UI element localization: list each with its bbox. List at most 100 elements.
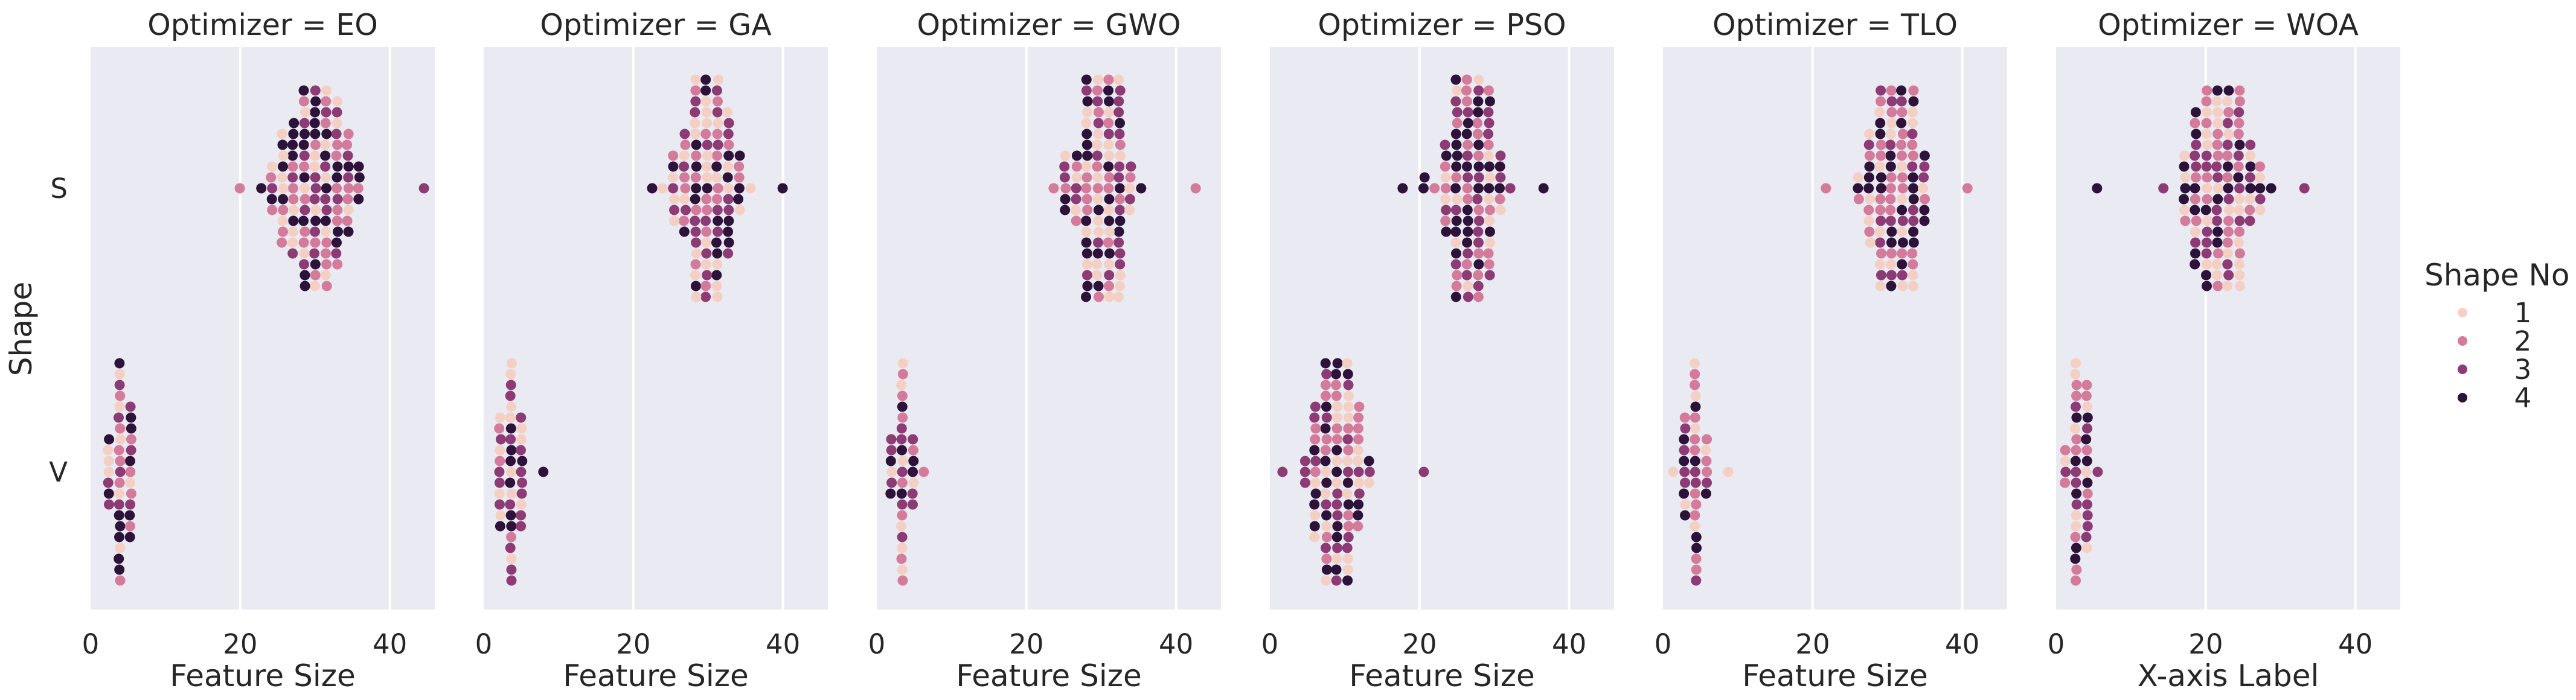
data-point-s xyxy=(1853,183,1863,194)
data-point-s xyxy=(1908,259,1918,270)
data-point-s xyxy=(2202,172,2212,183)
data-point-v xyxy=(2070,423,2080,434)
panel-title: Optimizer = PSO xyxy=(1318,8,1566,42)
data-point-s xyxy=(1484,259,1495,270)
data-point-v xyxy=(1690,488,1700,499)
data-point-s xyxy=(1907,118,1918,129)
data-point-s xyxy=(277,129,287,139)
data-point-s xyxy=(1451,139,1462,150)
data-point-v xyxy=(494,423,505,434)
data-point-v xyxy=(538,466,549,477)
data-point-s xyxy=(1864,150,1875,161)
data-point-v xyxy=(1679,466,1690,477)
data-point-s xyxy=(1103,205,1114,215)
x-axis-label: Feature Size xyxy=(1349,658,1534,693)
data-point-s xyxy=(712,150,722,161)
data-point-s xyxy=(668,150,679,161)
data-point-s xyxy=(2212,150,2223,161)
data-point-v xyxy=(495,445,505,456)
data-point-v xyxy=(2070,369,2081,380)
data-point-s xyxy=(1495,161,1505,172)
data-point-s xyxy=(2212,237,2223,248)
data-point-s xyxy=(1473,226,1484,237)
data-point-s xyxy=(1885,139,1896,150)
data-point-s xyxy=(702,183,713,194)
data-point-s xyxy=(723,215,734,226)
data-point-v xyxy=(126,434,136,445)
data-point-s xyxy=(2212,139,2223,150)
data-point-v xyxy=(1679,412,1690,423)
data-point-s xyxy=(1463,107,1473,118)
data-point-v xyxy=(114,369,125,380)
x-axis-label: Feature Size xyxy=(1742,658,1927,693)
data-point-s xyxy=(2201,150,2212,161)
data-point-s xyxy=(266,194,277,205)
data-point-s xyxy=(734,183,745,194)
data-point-s xyxy=(1452,194,1463,205)
data-point-v xyxy=(115,456,126,466)
x-tick-label: 40 xyxy=(2338,628,2373,660)
data-point-s xyxy=(1874,161,1885,172)
data-point-s xyxy=(723,129,734,139)
data-point-v xyxy=(1310,423,1321,434)
data-point-v xyxy=(1690,510,1700,521)
data-point-s xyxy=(713,215,723,226)
data-point-s xyxy=(2190,107,2201,118)
data-point-s xyxy=(1451,161,1462,172)
data-point-s xyxy=(723,118,734,129)
data-point-s xyxy=(2179,194,2189,205)
data-point-v xyxy=(1690,521,1700,532)
data-point-s xyxy=(712,85,722,96)
data-point-v xyxy=(1309,532,1320,542)
data-point-s xyxy=(332,172,342,183)
data-point-s xyxy=(1124,205,1135,215)
data-point-v xyxy=(1331,412,1342,423)
data-point-s xyxy=(745,183,756,194)
data-point-v xyxy=(1310,477,1321,488)
data-point-v xyxy=(2082,477,2093,488)
data-point-s xyxy=(288,215,299,226)
data-point-s xyxy=(713,139,723,150)
data-point-s xyxy=(1484,237,1495,248)
data-point-s xyxy=(1418,183,1429,194)
data-point-s xyxy=(1473,270,1484,281)
data-point-s xyxy=(298,85,309,96)
data-point-v xyxy=(897,401,908,412)
data-point-s xyxy=(289,118,300,129)
data-point-s xyxy=(669,215,680,226)
data-point-s xyxy=(2234,85,2245,96)
data-point-v xyxy=(1309,445,1320,456)
panel-title: Optimizer = GWO xyxy=(917,8,1181,42)
data-point-v xyxy=(2081,390,2092,401)
data-point-s xyxy=(321,172,331,183)
data-point-v xyxy=(1690,456,1700,466)
data-point-s xyxy=(1092,270,1103,281)
data-point-s xyxy=(1113,96,1124,107)
x-axis-label: X-axis Label xyxy=(2138,658,2319,693)
data-point-v xyxy=(1353,499,1364,510)
data-point-s xyxy=(309,161,320,172)
data-point-s xyxy=(321,107,332,118)
data-point-v xyxy=(495,499,505,510)
data-point-s xyxy=(2212,172,2223,183)
data-point-v xyxy=(2082,401,2093,412)
data-point-s xyxy=(1092,96,1103,107)
data-point-s xyxy=(2212,85,2223,96)
data-point-s xyxy=(1896,85,1907,96)
data-point-v xyxy=(1353,510,1363,521)
data-point-v xyxy=(1680,477,1690,488)
data-point-s xyxy=(722,161,733,172)
data-point-v xyxy=(897,477,908,488)
data-point-s xyxy=(1114,129,1125,139)
data-point-v xyxy=(1690,477,1701,488)
data-point-s xyxy=(1875,129,1886,139)
data-point-v xyxy=(125,466,136,477)
data-point-s xyxy=(2234,226,2245,237)
data-point-v xyxy=(908,477,919,488)
data-point-v xyxy=(896,380,907,390)
data-point-s xyxy=(2211,215,2222,226)
data-point-s xyxy=(1483,129,1494,139)
data-point-v xyxy=(1343,521,1354,532)
data-point-s xyxy=(1104,226,1115,237)
data-point-s xyxy=(1886,237,1897,248)
